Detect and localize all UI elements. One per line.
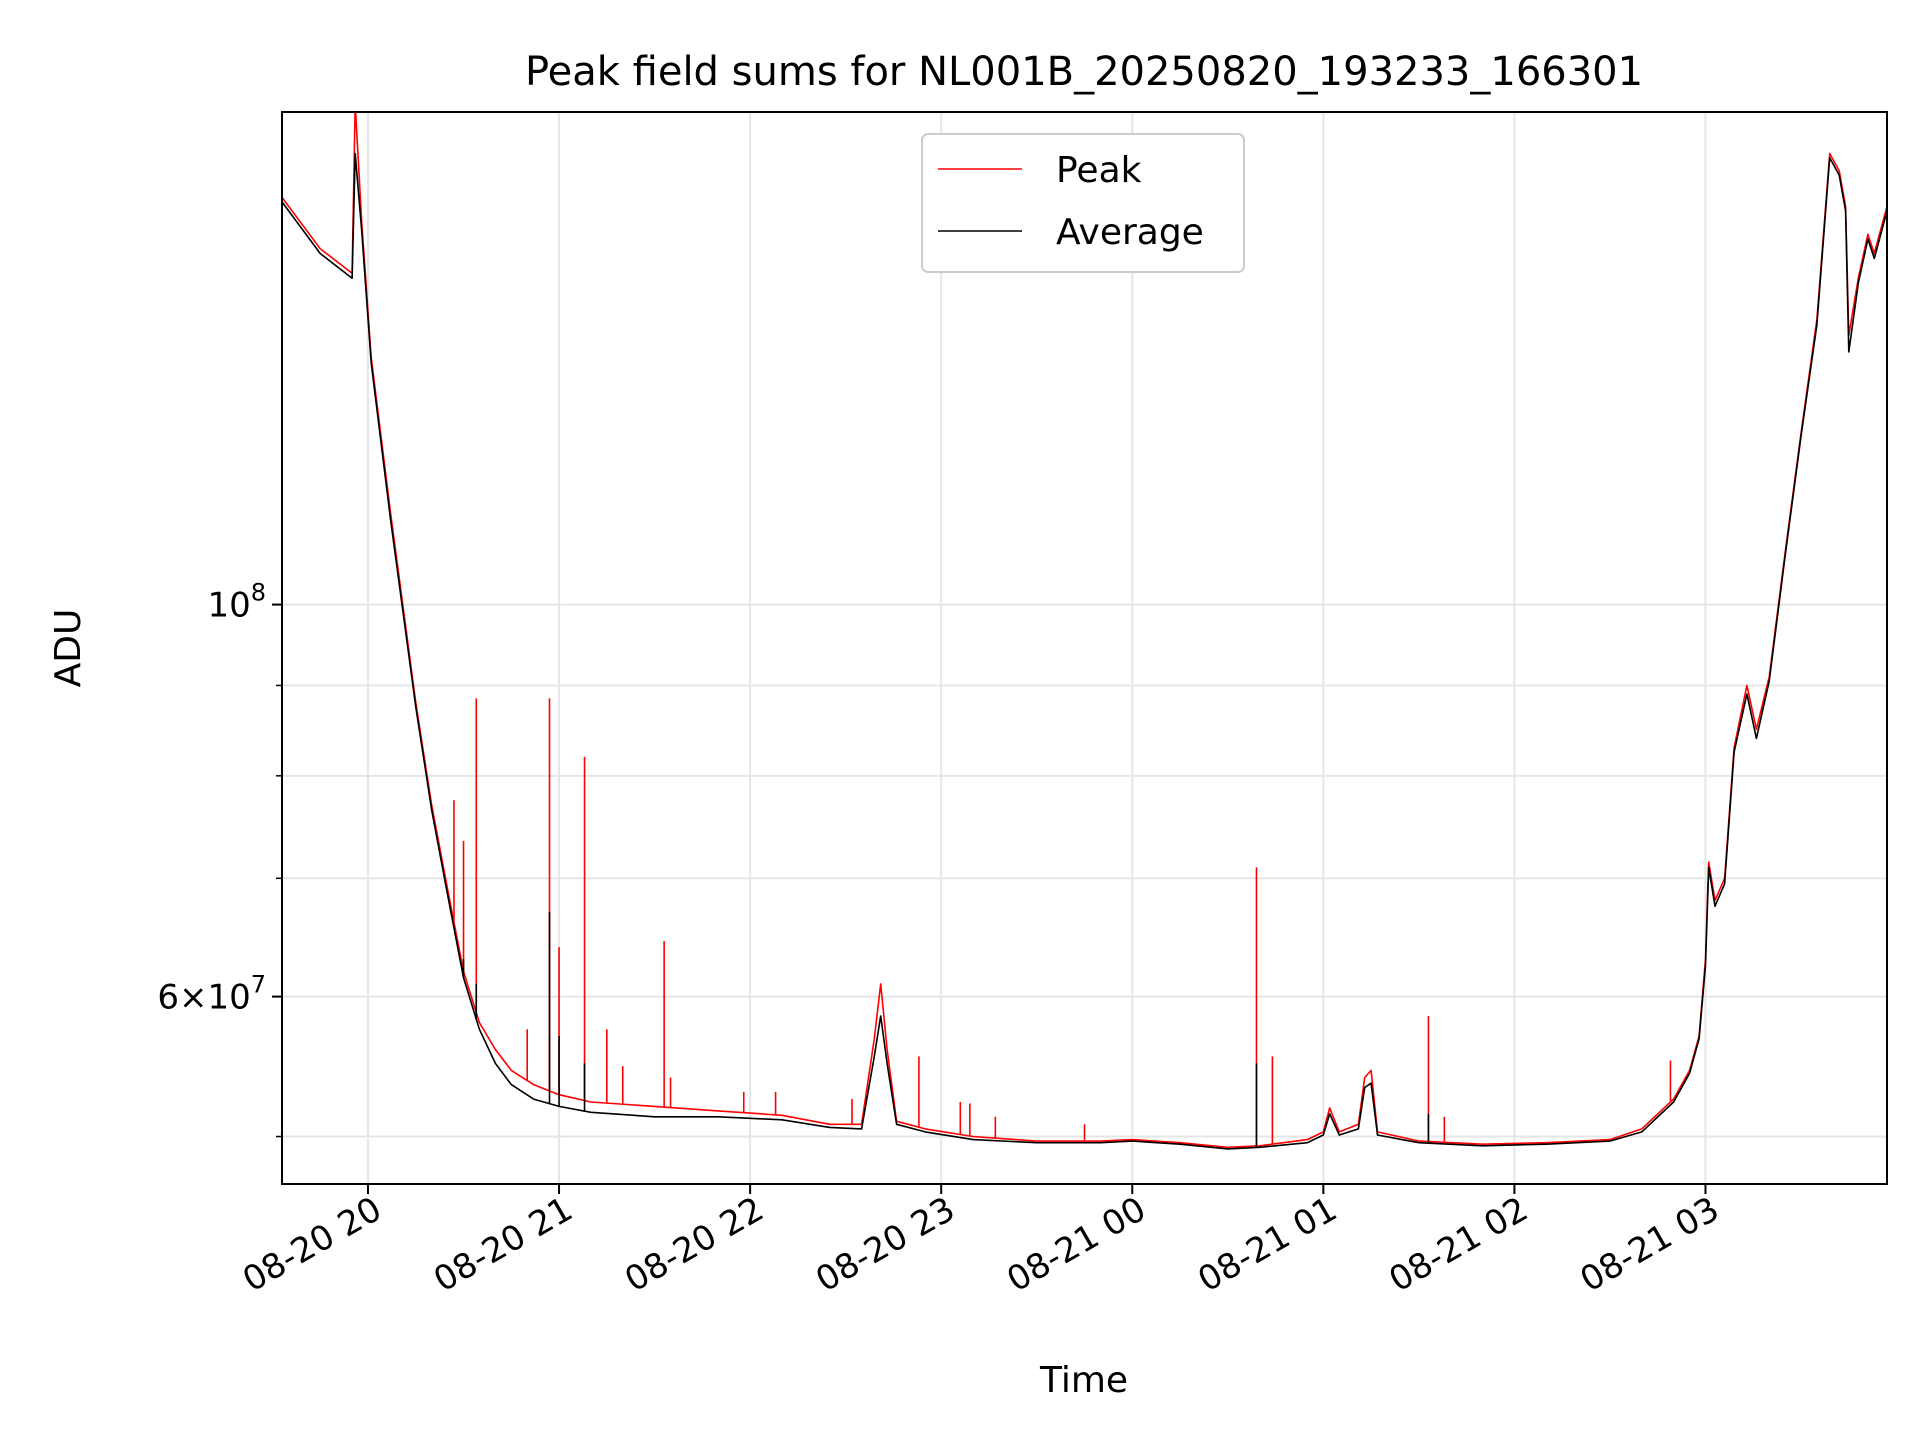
y-tick-mantissa: 6: [157, 978, 179, 1018]
y-tick-times: ×: [179, 978, 208, 1018]
y-tick-label: 6×107: [157, 971, 266, 1018]
y-tick-base: 10: [207, 978, 250, 1018]
legend-peak-label: Peak: [1056, 150, 1142, 191]
series-line-average: [282, 152, 1887, 1150]
chart-title: Peak field sums for NL001B_20250820_1932…: [525, 49, 1643, 95]
x-tick-label: 08-21 01: [1191, 1189, 1343, 1300]
x-tick-label: 08-20 20: [236, 1189, 388, 1300]
y-axis-title: ADU: [48, 609, 89, 688]
x-tick-label: 08-21 02: [1383, 1189, 1535, 1300]
y-tick-base: 10: [207, 586, 250, 626]
x-tick-label: 08-20 22: [618, 1189, 770, 1300]
x-tick-label: 08-21 00: [1000, 1189, 1152, 1300]
chart-legend: Peak Average: [921, 133, 1245, 273]
plot-frame: [281, 111, 1888, 1185]
series-layer: [282, 112, 1887, 1150]
legend-average-label: Average: [1056, 212, 1204, 253]
x-axis-title: Time: [1039, 1360, 1128, 1401]
x-tick-label: 08-20 23: [809, 1189, 961, 1300]
series-line-peak: [282, 112, 1887, 1149]
y-tick-exponent: 7: [251, 971, 266, 999]
y-tick-exponent: 8: [251, 579, 266, 607]
y-tick-label: 108: [207, 579, 266, 626]
x-tick-label: 08-21 03: [1574, 1189, 1726, 1300]
x-tick-label: 08-20 21: [427, 1189, 579, 1300]
